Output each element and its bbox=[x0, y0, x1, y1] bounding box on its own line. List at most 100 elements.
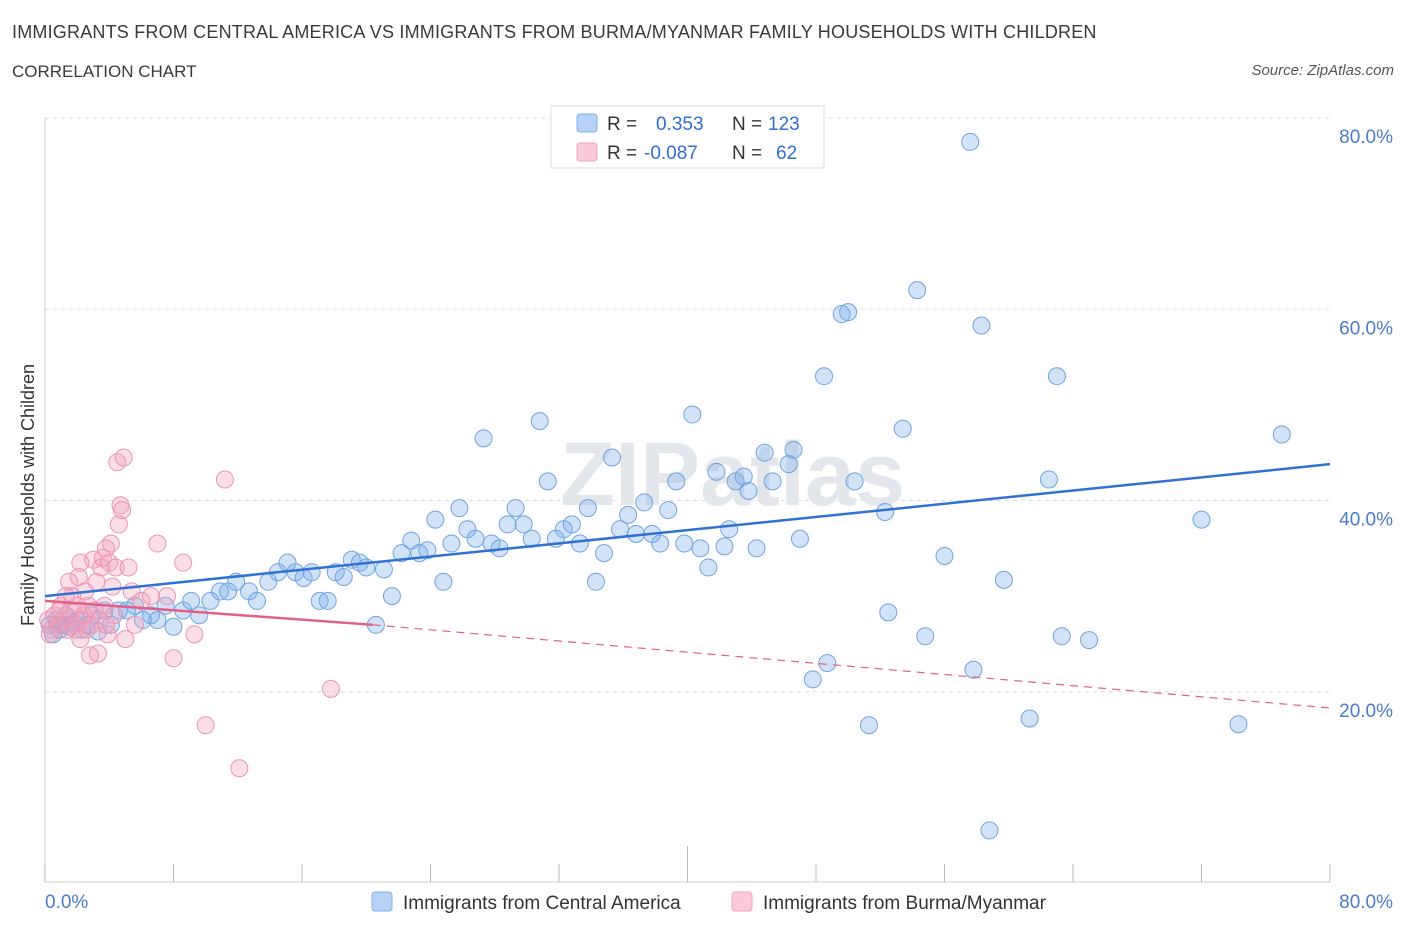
axis-labels: 20.0% 40.0% 60.0% 80.0% 0.0% 80.0% Family Hous… bbox=[18, 127, 1393, 913]
point-central-america bbox=[699, 558, 718, 577]
point-central-america bbox=[935, 546, 954, 565]
point-central-america bbox=[860, 716, 879, 735]
point-central-america bbox=[651, 534, 670, 553]
point-central-america bbox=[839, 303, 858, 322]
point-burma bbox=[97, 539, 116, 558]
data-points bbox=[39, 132, 1291, 840]
point-burma bbox=[132, 591, 151, 610]
point-burma bbox=[164, 649, 183, 668]
point-central-america bbox=[586, 572, 605, 591]
point-burma bbox=[196, 716, 215, 735]
blue-swatch bbox=[576, 113, 598, 133]
point-burma bbox=[230, 759, 249, 778]
point-central-america bbox=[994, 570, 1013, 589]
legend-swatch-central-america bbox=[371, 891, 393, 912]
point-central-america bbox=[964, 660, 983, 679]
point-central-america bbox=[1039, 470, 1058, 489]
watermark: ZIPatlas bbox=[560, 425, 905, 525]
series-legend: Immigrants from Central America Immigran… bbox=[371, 891, 1047, 914]
point-burma bbox=[215, 470, 234, 489]
point-burma bbox=[89, 644, 108, 663]
point-burma bbox=[158, 587, 177, 606]
point-central-america bbox=[1272, 425, 1291, 444]
point-central-america bbox=[318, 591, 337, 610]
point-central-america bbox=[498, 515, 517, 534]
point-burma bbox=[109, 515, 128, 534]
pink-swatch bbox=[576, 142, 598, 162]
point-central-america bbox=[1192, 510, 1211, 529]
point-central-america bbox=[392, 544, 411, 563]
point-burma bbox=[185, 625, 204, 644]
y-axis-title: Family Households with Children bbox=[18, 364, 38, 626]
point-central-america bbox=[164, 617, 183, 636]
point-central-america bbox=[434, 572, 453, 591]
point-burma bbox=[103, 577, 122, 596]
trend-line-central-america bbox=[44, 462, 1331, 598]
point-central-america bbox=[382, 587, 401, 606]
point-central-america bbox=[691, 539, 710, 558]
x-tick-label: 0.0% bbox=[45, 892, 88, 913]
trend-line-burma bbox=[44, 599, 373, 627]
point-central-america bbox=[972, 316, 991, 335]
point-burma bbox=[77, 620, 96, 639]
legend-label-burma: Immigrants from Burma/Myanmar bbox=[763, 893, 1047, 914]
point-burma bbox=[174, 553, 193, 572]
point-burma bbox=[98, 625, 117, 644]
blue-r-value: 0.353 bbox=[656, 114, 704, 135]
point-burma bbox=[60, 572, 79, 591]
point-central-america bbox=[667, 472, 686, 491]
chart-subtitle: CORRELATION CHART bbox=[12, 62, 197, 81]
point-central-america bbox=[466, 529, 485, 548]
point-central-america bbox=[916, 627, 935, 646]
point-central-america bbox=[659, 501, 678, 520]
x-tick-label: 80.0% bbox=[1339, 892, 1393, 913]
point-burma bbox=[119, 558, 138, 577]
point-central-america bbox=[570, 534, 589, 553]
point-central-america bbox=[182, 591, 201, 610]
point-central-america bbox=[707, 462, 726, 481]
point-central-america bbox=[675, 534, 694, 553]
point-central-america bbox=[879, 603, 898, 622]
point-central-america bbox=[1047, 367, 1066, 386]
point-central-america bbox=[302, 563, 321, 582]
point-central-america bbox=[961, 132, 980, 151]
point-burma bbox=[97, 615, 116, 634]
point-central-america bbox=[603, 448, 622, 467]
source-credit: Source: ZipAtlas.com bbox=[1251, 62, 1394, 79]
blue-r-label: R = bbox=[607, 114, 637, 135]
pink-n-label: N = bbox=[732, 143, 762, 164]
gridlines bbox=[45, 117, 1330, 693]
pink-r-value: -0.087 bbox=[644, 143, 698, 164]
point-central-america bbox=[755, 443, 774, 462]
stats-legend: R = 0.353 N = 123 R = -0.087 N = 62 bbox=[550, 105, 825, 169]
point-central-america bbox=[1052, 627, 1071, 646]
point-central-america bbox=[893, 419, 912, 438]
point-central-america bbox=[980, 821, 999, 840]
point-central-america bbox=[530, 412, 549, 431]
trend-lines bbox=[44, 462, 1331, 709]
point-central-america bbox=[442, 534, 461, 553]
point-central-america bbox=[845, 472, 864, 491]
point-central-america bbox=[248, 591, 267, 610]
point-burma bbox=[113, 501, 132, 520]
legend-label-central-america: Immigrants from Central America bbox=[403, 893, 681, 914]
blue-n-value: 123 bbox=[768, 114, 800, 135]
point-central-america bbox=[720, 520, 739, 539]
point-central-america bbox=[815, 367, 834, 386]
point-central-america bbox=[683, 405, 702, 424]
point-central-america bbox=[734, 467, 753, 486]
point-central-america bbox=[594, 544, 613, 563]
y-tick-label: 80.0% bbox=[1339, 127, 1393, 148]
point-central-america bbox=[374, 560, 393, 579]
point-central-america bbox=[1229, 715, 1248, 734]
point-central-america bbox=[747, 539, 766, 558]
chart-title: IMMIGRANTS FROM CENTRAL AMERICA VS IMMIG… bbox=[12, 22, 1097, 42]
point-central-america bbox=[578, 499, 597, 518]
point-central-america bbox=[426, 510, 445, 529]
pink-n-value: 62 bbox=[776, 143, 797, 164]
point-central-america bbox=[514, 515, 533, 534]
point-central-america bbox=[334, 568, 353, 586]
point-central-america bbox=[506, 499, 525, 518]
point-central-america bbox=[779, 455, 798, 474]
axes bbox=[44, 118, 1331, 883]
